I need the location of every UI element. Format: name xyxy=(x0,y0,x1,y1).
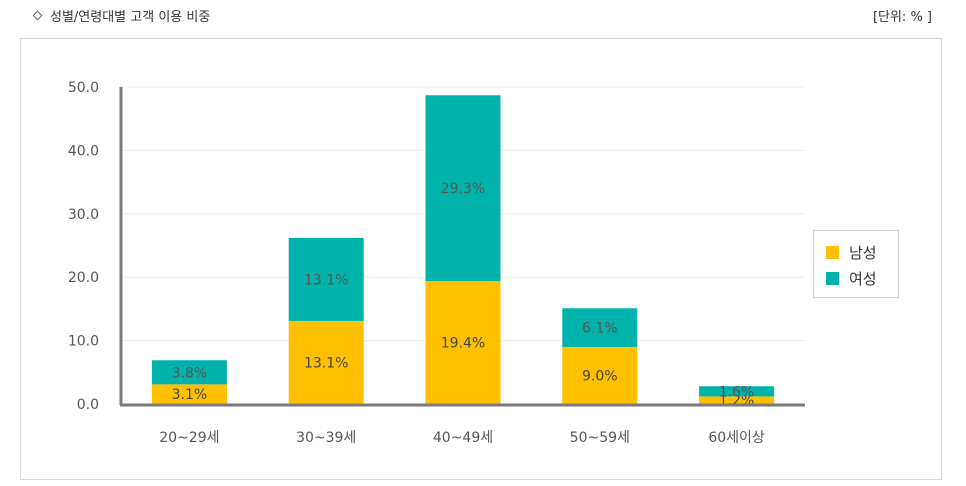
data-label: 13.1% xyxy=(304,272,348,288)
data-label: 1.6% xyxy=(719,384,755,400)
y-tick-label: 50.0 xyxy=(68,80,99,96)
data-label: 29.3% xyxy=(441,181,485,197)
data-label: 13.1% xyxy=(304,355,348,371)
legend-swatch-male xyxy=(826,245,839,259)
x-tick-label: 60세이상 xyxy=(708,430,765,446)
data-label: 3.1% xyxy=(172,387,208,403)
data-label: 3.8% xyxy=(172,365,208,381)
bar-female xyxy=(562,308,638,347)
bar-female xyxy=(425,95,501,282)
legend-item-male: 남성 xyxy=(826,239,898,265)
bar-female xyxy=(699,386,775,397)
data-label: 9.0% xyxy=(582,368,618,384)
data-label: 19.4% xyxy=(441,336,485,352)
bar-male xyxy=(425,281,501,404)
legend-item-female: 여성 xyxy=(826,265,898,291)
unit-label: [단위: % ] xyxy=(872,10,932,25)
bar-male xyxy=(562,346,638,404)
bar-female xyxy=(288,237,364,321)
legend-label-male: 남성 xyxy=(849,243,877,262)
bar-male xyxy=(699,396,775,404)
y-tick-label: 30.0 xyxy=(68,207,99,223)
bar-male xyxy=(288,320,364,404)
x-tick-label: 30~39세 xyxy=(296,430,356,446)
x-tick-label: 50~59세 xyxy=(570,430,630,446)
x-tick-label: 40~49세 xyxy=(433,430,493,446)
y-tick-label: 0.0 xyxy=(77,397,99,413)
data-label: 6.1% xyxy=(582,321,618,337)
x-tick-label: 20~29세 xyxy=(159,430,219,446)
chart-title: 성별/연령대별 고객 이용 비중 xyxy=(50,10,211,25)
chart-title-row: 성별/연령대별 고객 이용 비중 xyxy=(32,6,211,25)
y-tick-label: 20.0 xyxy=(68,270,99,286)
y-tick-label: 10.0 xyxy=(68,334,99,350)
legend-swatch-female xyxy=(826,271,839,285)
bar-female xyxy=(151,360,227,385)
legend-label-female: 여성 xyxy=(849,269,877,288)
bar-male xyxy=(151,384,227,404)
y-tick-label: 40.0 xyxy=(68,143,99,159)
legend: 남성 여성 xyxy=(813,230,899,298)
